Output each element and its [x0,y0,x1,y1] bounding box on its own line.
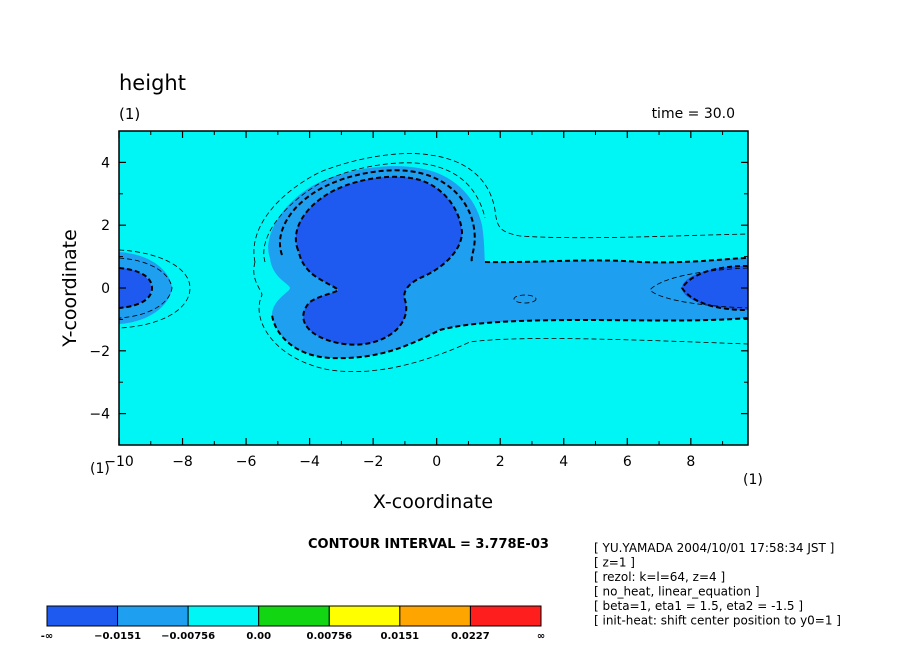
x-tick-label: −4 [299,454,320,470]
colorbar-swatch [328,605,401,627]
x-tick-label: 8 [686,454,695,470]
colorbar-label: 0.0151 [381,631,420,642]
run-annotations: [ YU.YAMADA 2004/10/01 17:58:34 JST ][ z… [594,541,841,628]
y-tick-label: −2 [89,344,110,360]
x-tick-label: −2 [363,454,384,470]
x-tick-label: −10 [104,454,134,470]
contour-interval-text: CONTOUR INTERVAL = 3.778E-03 [308,537,549,552]
x-unit-label: (1) [90,461,110,477]
chart-subtitle: (1) [119,105,140,123]
x-tick-label: 2 [496,454,505,470]
contour-small-closed [513,294,537,304]
low-left-edge [119,268,151,308]
x-tick-label: 6 [623,454,632,470]
x-tick-label: 0 [432,454,441,470]
contour-outer-1 [253,153,748,263]
y-tick-label: 2 [101,218,110,234]
contour-outer-3 [263,162,486,263]
plot-area [118,130,749,446]
annotation-line: [ no_heat, linear_equation ] [594,585,760,599]
y-axis-label: Y-coordinate [59,229,81,348]
x-axis-ticks: −10 −8 −6 −4 −2 0 2 4 6 8 [104,131,724,470]
colorbar: -∞ −0.0151 −0.00756 0.00 0.00756 0.0151 0.0227… [41,605,545,642]
y-tick-label: 4 [101,155,110,171]
x-axis-label: X-coordinate [373,491,493,513]
x-tick-label: −8 [172,454,193,470]
x-tick-label: 4 [559,454,568,470]
chart-title: height [119,71,186,95]
colorbar-swatch [187,605,260,627]
colorbar-label: -∞ [41,631,53,642]
y-axis-ticks: −4 −2 0 2 4 [89,130,748,446]
annotation-line: [ init-heat: shift center position to y0… [594,614,841,628]
colorbar-label: 0.0227 [451,631,490,642]
contour-left-mid [119,257,173,319]
contour-bold-band-bottom [271,314,748,360]
annotation-line: [ beta=1, eta1 = 1.5, eta2 = -1.5 ] [594,599,803,613]
colorbar-swatch [399,605,471,627]
contour-bold-band-top [484,257,748,264]
contour-bold-right-low [680,265,748,311]
annotation-line: [ rezol: k=l=64, z=4 ] [594,570,725,584]
colorbar-swatch [258,605,330,627]
colorbar-label: 0.00 [246,631,271,642]
contour-bold-central [279,169,476,346]
y-tick-label: 0 [101,281,110,297]
colorbar-swatch [469,605,542,627]
low-right-edge [682,266,748,310]
colorbar-label: −0.0151 [94,631,141,642]
x-tick-label: −6 [236,454,257,470]
contour-left-outer [119,249,191,329]
annotation-line: [ YU.YAMADA 2004/10/01 17:58:34 JST ] [594,541,834,555]
colorbar-swatch [117,605,189,627]
colorbar-label: ∞ [537,631,545,642]
colorbar-label: 0.00756 [307,631,353,642]
colorbar-swatch [46,605,119,627]
y-unit-label: (1) [743,472,763,488]
annotation-line: [ z=1 ] [594,556,635,570]
low-upper-central [295,176,462,345]
contour-lines [119,153,748,373]
contour-outer-2 [253,261,748,373]
colorbar-label: −0.00756 [161,631,215,642]
y-tick-label: −4 [89,407,110,423]
time-label: time = 30.0 [652,106,735,122]
contour-bold-left-low [119,267,154,309]
